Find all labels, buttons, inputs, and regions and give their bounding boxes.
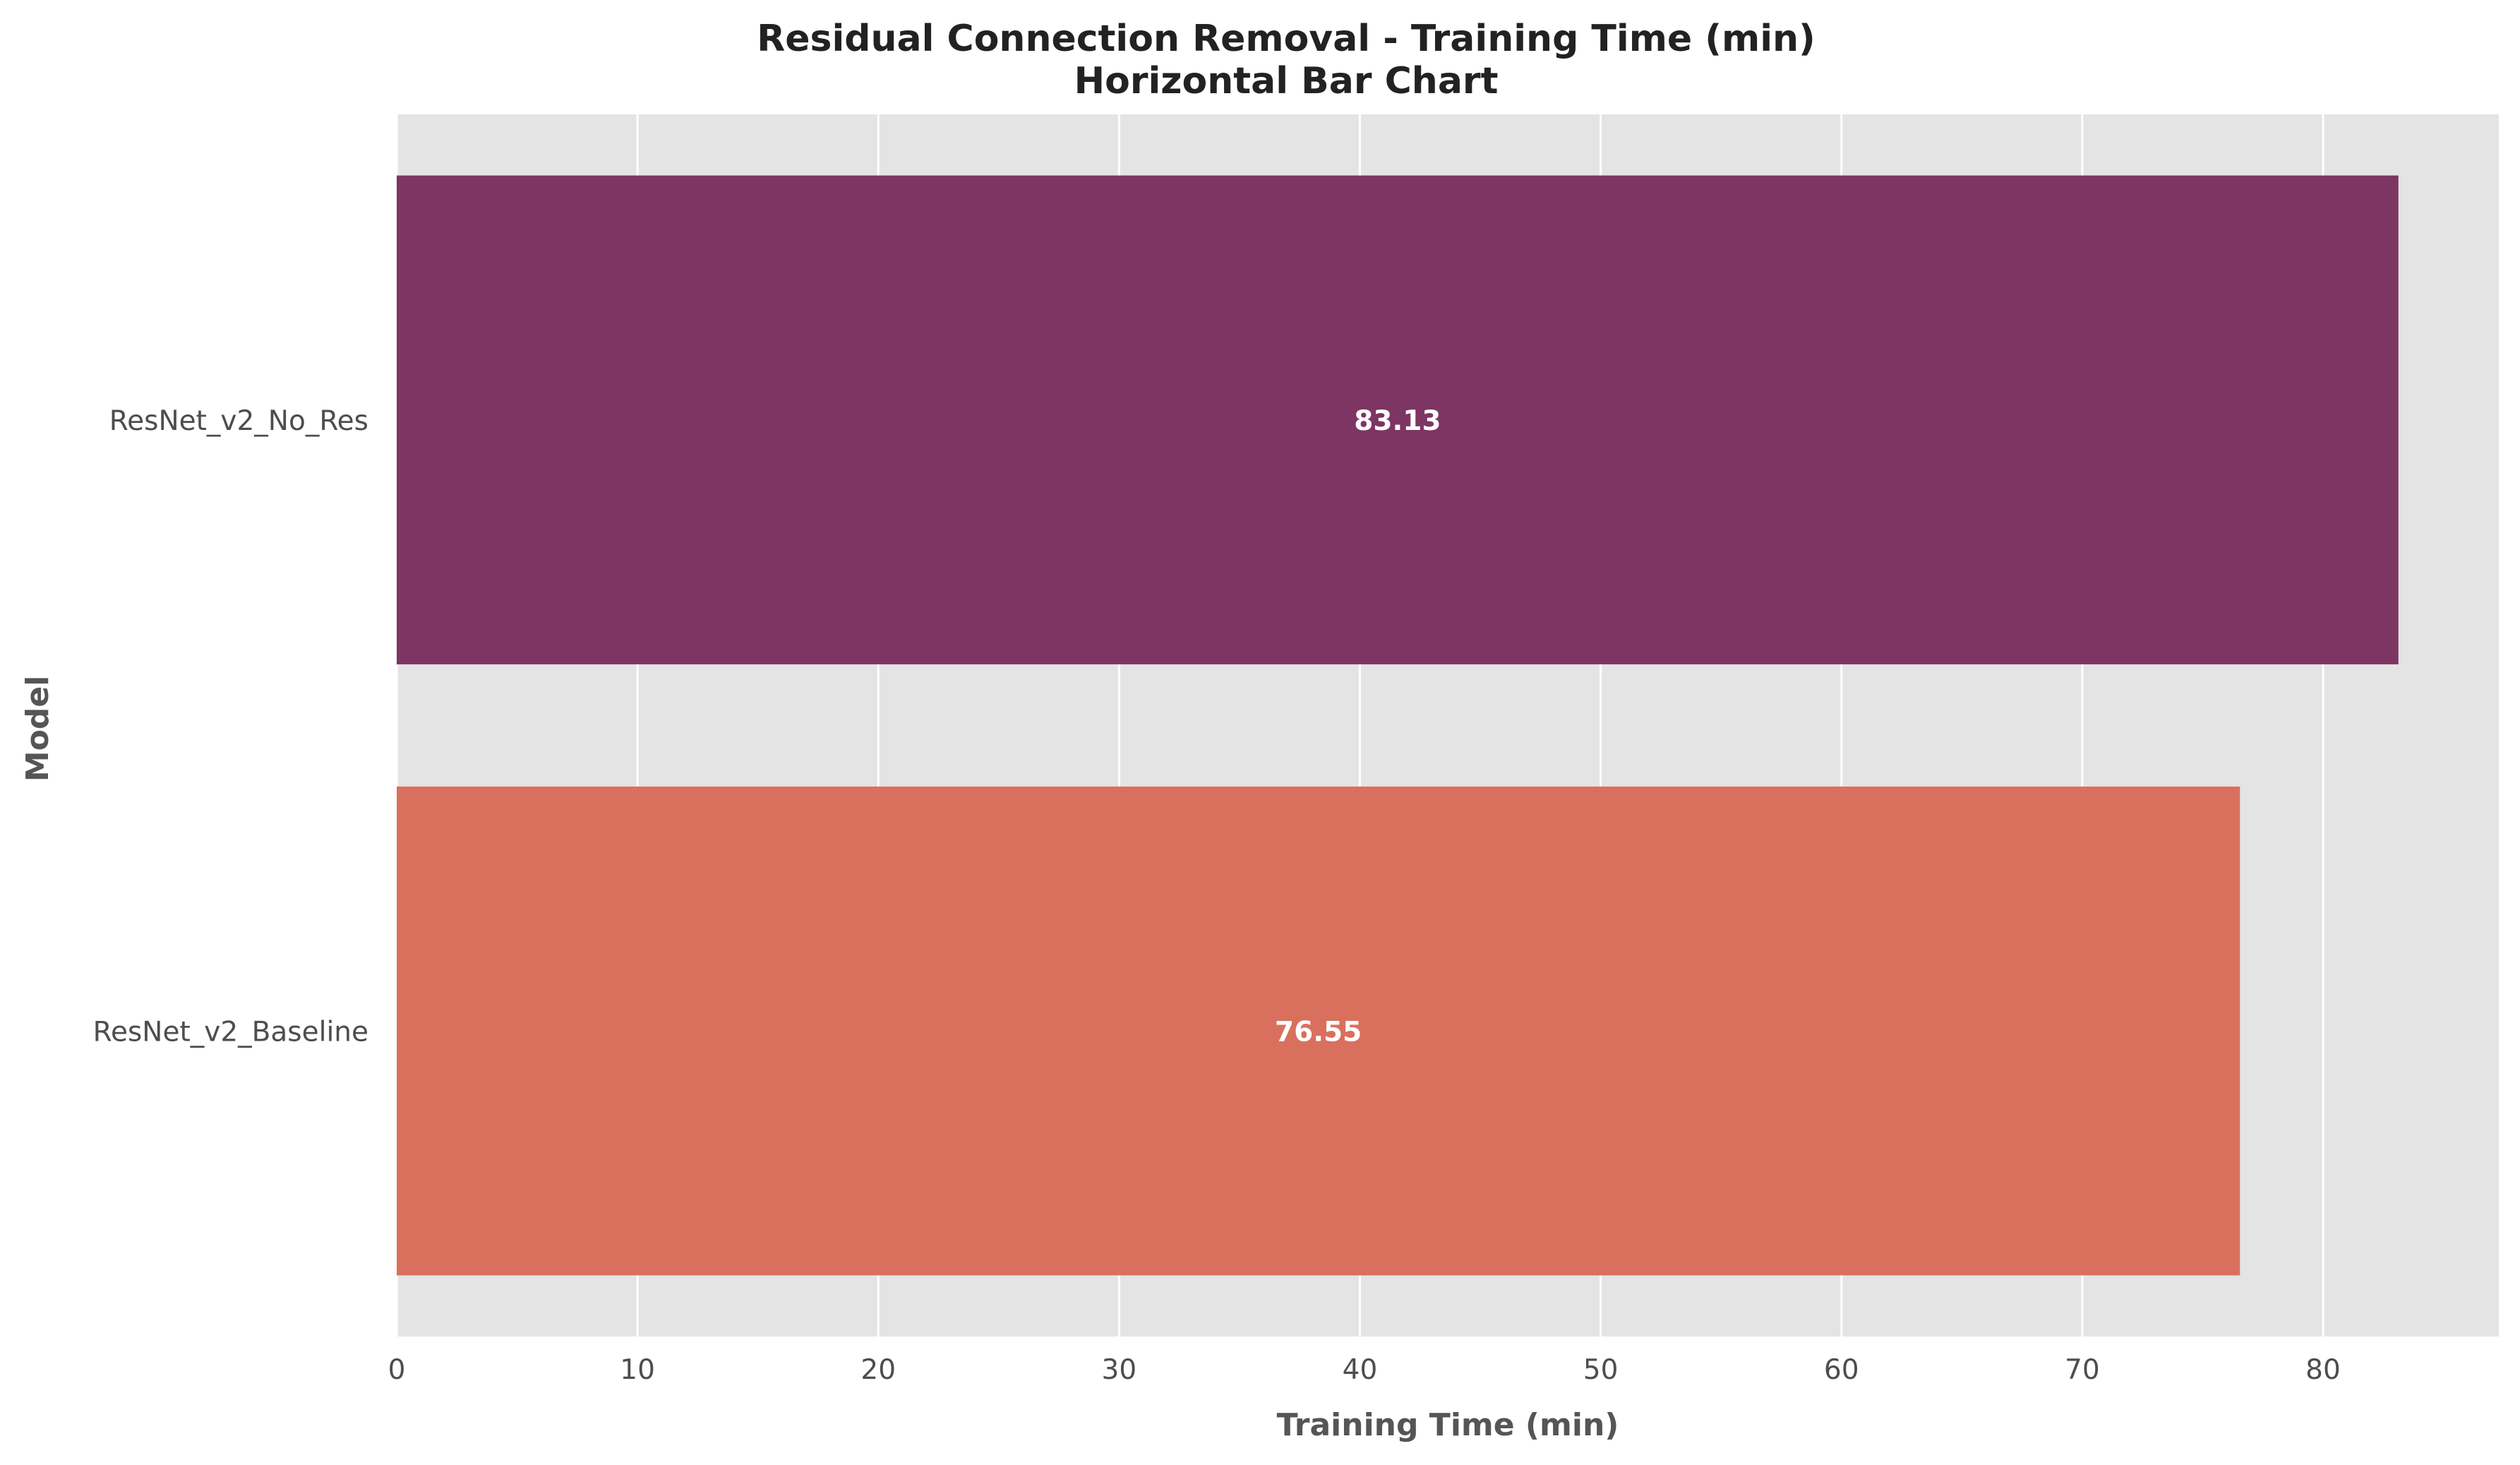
x-axis-label: Training Time (min): [1277, 1407, 1619, 1443]
y-tick-label-ResNet_v2_Baseline: ResNet_v2_Baseline: [93, 1016, 368, 1048]
chart-title: Residual Connection Removal - Training T…: [757, 18, 1816, 60]
bar-value-label-ResNet_v2_Baseline: 76.55: [1275, 1016, 1362, 1048]
x-tick-label-70: 70: [2065, 1354, 2100, 1386]
x-tick-label-0: 0: [388, 1354, 406, 1386]
x-tick-label-40: 40: [1343, 1354, 1378, 1386]
bar-ResNet_v2_Baseline: [397, 787, 2240, 1276]
bar-value-label-ResNet_v2_No_Res: 83.13: [1354, 405, 1441, 437]
x-axis-ticks: 0 10 20 30 40 50 60 70 80: [388, 1354, 2341, 1386]
x-tick-label-50: 50: [1583, 1354, 1619, 1386]
y-axis-ticks: ResNet_v2_Baseline ResNet_v2_No_Res: [93, 405, 368, 1048]
y-axis-label: Model: [20, 676, 56, 782]
bar-ResNet_v2_No_Res: [397, 175, 2399, 664]
x-tick-label-60: 60: [1824, 1354, 1859, 1386]
x-tick-label-30: 30: [1102, 1354, 1137, 1386]
y-tick-label-ResNet_v2_No_Res: ResNet_v2_No_Res: [109, 405, 368, 437]
chart-subtitle: Horizontal Bar Chart: [1074, 60, 1499, 102]
x-tick-label-80: 80: [2305, 1354, 2341, 1386]
x-tick-label-10: 10: [620, 1354, 655, 1386]
bars: 76.55 83.13: [397, 175, 2399, 1276]
x-tick-label-20: 20: [860, 1354, 896, 1386]
